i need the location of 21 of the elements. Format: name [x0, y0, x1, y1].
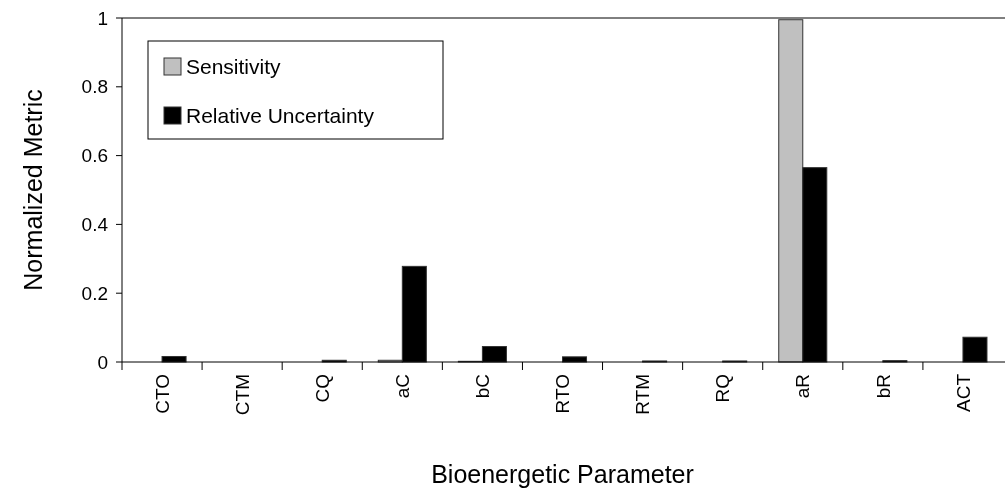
x-tick-label: ACT	[952, 373, 974, 412]
x-tick-label: bC	[472, 374, 494, 399]
y-axis-title: Normalized Metric	[19, 89, 47, 291]
y-tick-label: 0.6	[81, 145, 108, 167]
x-tick-label: RQ	[712, 374, 734, 403]
x-tick-label: aC	[391, 374, 413, 399]
legend-label: Sensitivity	[186, 55, 282, 79]
x-axis-title: Bioenergetic Parameter	[431, 460, 694, 488]
x-tick-label: CQ	[311, 374, 333, 403]
y-tick-label: 0.2	[81, 282, 108, 304]
x-tick-label: aR	[792, 374, 814, 399]
y-tick-label: 0.8	[81, 76, 108, 98]
x-tick-label: CTM	[231, 374, 253, 416]
x-tick-label: RTM	[632, 374, 654, 415]
x-tick-label: RTO	[552, 374, 574, 414]
x-tick-label: CTO	[151, 374, 173, 414]
legend-label: Relative Uncertainty	[186, 104, 375, 128]
y-tick-label: 0	[97, 351, 108, 373]
y-tick-label: 1	[97, 7, 108, 29]
x-tick-label: bR	[872, 374, 894, 399]
y-tick-label: 0.4	[81, 214, 109, 236]
